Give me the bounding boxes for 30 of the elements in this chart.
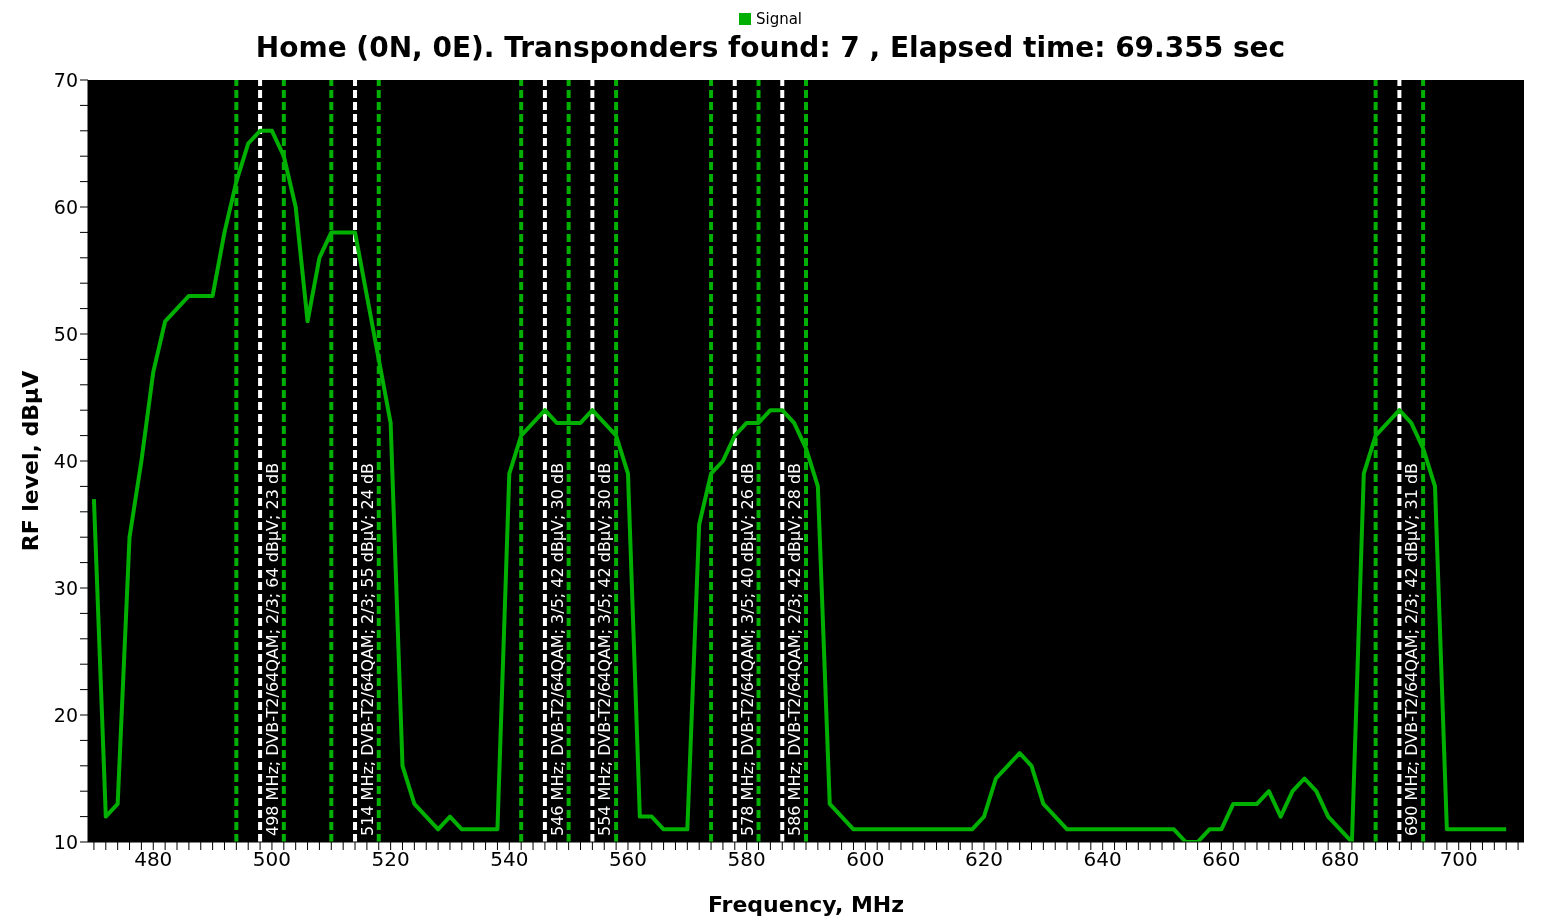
x-tick-label: 540: [490, 847, 529, 872]
ref-line-label: 514 MHz; DVB-T2/64QAM; 2/3; 55 dBµV; 24 dB: [358, 462, 378, 836]
legend-label: Signal: [755, 10, 803, 28]
chart-title: Home (0N, 0E). Transponders found: 7 , Elapsed time: 69.355 sec: [254, 30, 1287, 66]
x-tick-label: 680: [1320, 847, 1360, 872]
ref-line-label: 586 MHz; DVB-T2/64QAM; 2/3; 42 dBµV; 28 dB: [785, 462, 805, 836]
x-tick-label: 560: [608, 847, 648, 872]
y-tick-label: 30: [53, 576, 78, 599]
x-tick-label: 700: [1439, 847, 1478, 872]
ref-line-label: 690 MHz; DVB-T2/64QAM; 2/3; 42 dBµV; 31 dB: [1402, 462, 1422, 836]
x-tick-label: 600: [846, 847, 885, 872]
x-tick-label: 480: [134, 847, 173, 872]
x-tick-label: 660: [1202, 847, 1241, 872]
x-tick-label: 580: [727, 847, 766, 872]
y-tick-label: 50: [53, 322, 78, 345]
y-tick-label: 10: [53, 830, 78, 853]
y-tick-label: 20: [53, 703, 78, 726]
ref-line-label: 498 MHz; DVB-T2/64QAM; 2/3; 64 dBµV; 23 dB: [263, 462, 283, 836]
y-tick-label: 40: [53, 449, 78, 472]
ref-line-label: 554 MHz; DVB-T2/64QAM; 3/5; 42 dBµV; 30 dB: [595, 462, 615, 836]
y-tick-label: 70: [53, 68, 78, 91]
ref-line-label: 546 MHz; DVB-T2/64QAM; 3/5; 42 dBµV; 30 dB: [547, 462, 567, 836]
x-tick-label: 520: [371, 847, 410, 872]
x-tick-label: 620: [964, 847, 1004, 872]
x-tick-label: 640: [1083, 847, 1122, 872]
y-tick-label: 60: [53, 195, 78, 218]
ref-line-label: 578 MHz; DVB-T2/64QAM; 3/5; 40 dBµV; 26 dB: [737, 462, 757, 836]
y-axis-title: RF level, dBµV: [17, 370, 43, 552]
x-tick-label: 500: [252, 847, 292, 872]
x-axis-title: Frequency, MHz: [707, 892, 905, 917]
